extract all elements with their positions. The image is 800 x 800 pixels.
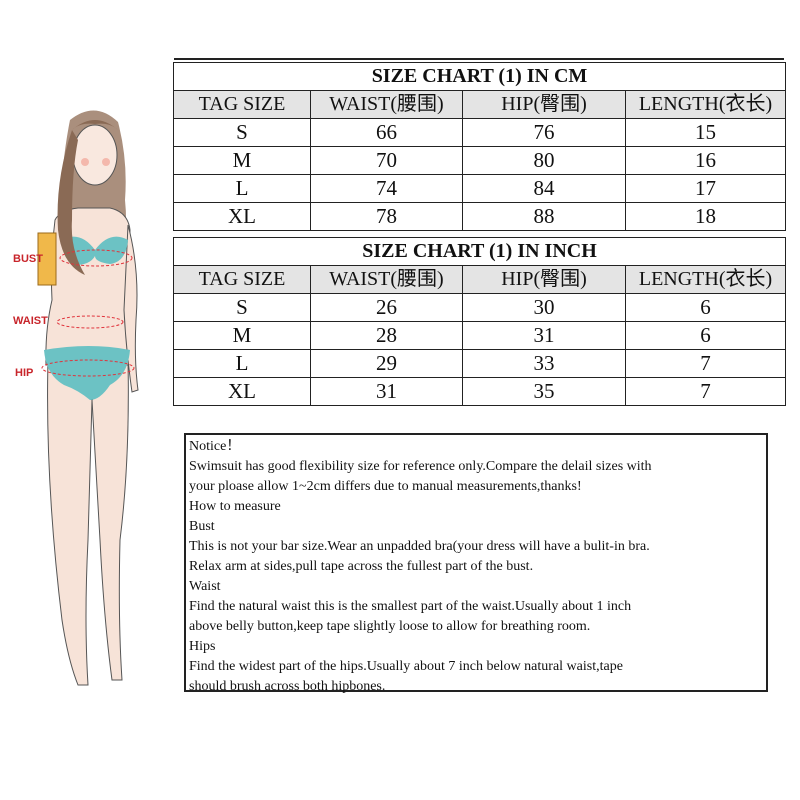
- table-title: SIZE CHART (1) IN INCH: [172, 237, 787, 266]
- notice-line: Hips: [189, 639, 216, 654]
- table-cell: S: [173, 293, 311, 322]
- waist-measure-line: [56, 315, 124, 329]
- column-header: WAIST(腰围): [310, 90, 463, 119]
- table-cell: XL: [173, 377, 311, 406]
- size-table-inch: SIZE CHART (1) IN INCH TAG SIZE WAIST(腰围…: [172, 237, 787, 406]
- table-row: L 29 33 7: [173, 349, 787, 378]
- table-cell: 78: [310, 202, 463, 231]
- notice-line: Bust: [189, 519, 215, 534]
- table-cell: 28: [310, 321, 463, 350]
- hip-label: HIP: [15, 367, 34, 379]
- notice-heading: Notice！: [189, 439, 241, 454]
- table-row: XL 78 88 18: [173, 202, 786, 231]
- table-cell: 66: [310, 118, 463, 147]
- table-title: SIZE CHART (1) IN CM: [173, 62, 786, 91]
- table-cell: 80: [462, 146, 626, 175]
- hip-measure-line: [41, 359, 135, 377]
- notice-line: Waist: [189, 579, 221, 594]
- divider: [174, 58, 784, 60]
- column-header: LENGTH(衣长): [624, 265, 787, 294]
- table-cell: 7: [624, 349, 787, 378]
- bust-label: BUST: [13, 253, 43, 265]
- table-cell: L: [173, 174, 311, 203]
- table-row: M 28 31 6: [173, 321, 787, 350]
- table-row: S 26 30 6: [173, 293, 787, 322]
- table-cell: 74: [310, 174, 463, 203]
- table-cell: 88: [462, 202, 626, 231]
- column-header: HIP(臀围): [462, 90, 626, 119]
- notice-box: Notice！ Swimsuit has good flexibility si…: [184, 433, 768, 694]
- table-cell: M: [173, 321, 311, 350]
- notice-line: Swimsuit has good flexibility size for r…: [189, 459, 652, 474]
- table-cell: 30: [462, 293, 626, 322]
- table-cell: 31: [310, 377, 463, 406]
- notice-line: should brush across both hipbones.: [189, 679, 386, 694]
- table-cell: S: [173, 118, 311, 147]
- notice-line: How to measure: [189, 499, 281, 514]
- notice-line: Relax arm at sides,pull tape across the …: [189, 559, 534, 574]
- woman-figure-image: [37, 110, 139, 686]
- table-cell: 16: [625, 146, 786, 175]
- table-cell: 26: [310, 293, 463, 322]
- column-header: WAIST(腰围): [310, 265, 463, 294]
- table-cell: 70: [310, 146, 463, 175]
- table-cell: 29: [310, 349, 463, 378]
- table-cell: 76: [462, 118, 626, 147]
- column-header: HIP(臀围): [462, 265, 626, 294]
- table-cell: 35: [462, 377, 626, 406]
- notice-line: Find the natural waist this is the small…: [189, 599, 632, 614]
- notice-line: This is not your bar size.Wear an unpadd…: [189, 539, 650, 554]
- table-cell: M: [173, 146, 311, 175]
- bust-measure-line: [59, 249, 133, 267]
- table-cell: 15: [625, 118, 786, 147]
- table-row: XL 31 35 7: [173, 377, 787, 406]
- table-cell: 84: [462, 174, 626, 203]
- table-row: L 74 84 17: [173, 174, 786, 203]
- table-cell: XL: [173, 202, 311, 231]
- table-header-row: TAG SIZE WAIST(腰围) HIP(臀围) LENGTH(衣长): [173, 90, 786, 119]
- table-cell: 18: [625, 202, 786, 231]
- table-cell: 6: [624, 321, 787, 350]
- model-illustration: BUST WAIST HIP: [0, 100, 170, 700]
- column-header: LENGTH(衣长): [625, 90, 786, 119]
- table-cell: 7: [624, 377, 787, 406]
- notice-line: above belly button,keep tape slightly lo…: [189, 619, 591, 634]
- column-header: TAG SIZE: [173, 90, 311, 119]
- table-row: S 66 76 15: [173, 118, 786, 147]
- table-cell: 31: [462, 321, 626, 350]
- table-header-row: TAG SIZE WAIST(腰围) HIP(臀围) LENGTH(衣长): [173, 265, 787, 294]
- column-header: TAG SIZE: [173, 265, 311, 294]
- waist-label: WAIST: [13, 315, 48, 327]
- notice-line: Find the widest part of the hips.Usually…: [189, 659, 623, 674]
- table-cell: 33: [462, 349, 626, 378]
- table-cell: L: [173, 349, 311, 378]
- table-cell: 6: [624, 293, 787, 322]
- table-row: M 70 80 16: [173, 146, 786, 175]
- table-cell: 17: [625, 174, 786, 203]
- notice-line: your ploase allow 1~2cm differs due to m…: [189, 479, 582, 494]
- size-table-cm: SIZE CHART (1) IN CM TAG SIZE WAIST(腰围) …: [173, 62, 786, 231]
